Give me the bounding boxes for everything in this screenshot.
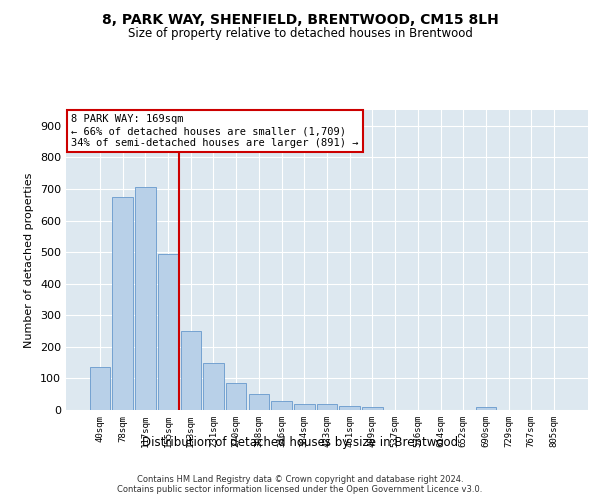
Text: Contains HM Land Registry data © Crown copyright and database right 2024.: Contains HM Land Registry data © Crown c… — [137, 476, 463, 484]
Bar — [362, 407, 383, 410]
Bar — [294, 404, 314, 410]
Bar — [112, 197, 133, 410]
Bar — [135, 188, 155, 410]
Bar — [203, 362, 224, 410]
Bar — [476, 407, 496, 410]
Bar — [317, 404, 337, 410]
Bar — [90, 368, 110, 410]
Text: Size of property relative to detached houses in Brentwood: Size of property relative to detached ho… — [128, 28, 472, 40]
Text: Contains public sector information licensed under the Open Government Licence v3: Contains public sector information licen… — [118, 484, 482, 494]
Y-axis label: Number of detached properties: Number of detached properties — [25, 172, 34, 348]
Bar — [158, 254, 178, 410]
Bar — [271, 402, 292, 410]
Bar — [248, 394, 269, 410]
Text: Distribution of detached houses by size in Brentwood: Distribution of detached houses by size … — [142, 436, 458, 449]
Text: 8 PARK WAY: 169sqm
← 66% of detached houses are smaller (1,709)
34% of semi-deta: 8 PARK WAY: 169sqm ← 66% of detached hou… — [71, 114, 359, 148]
Text: 8, PARK WAY, SHENFIELD, BRENTWOOD, CM15 8LH: 8, PARK WAY, SHENFIELD, BRENTWOOD, CM15 … — [101, 12, 499, 26]
Bar — [181, 331, 201, 410]
Bar — [226, 382, 247, 410]
Bar — [340, 406, 360, 410]
